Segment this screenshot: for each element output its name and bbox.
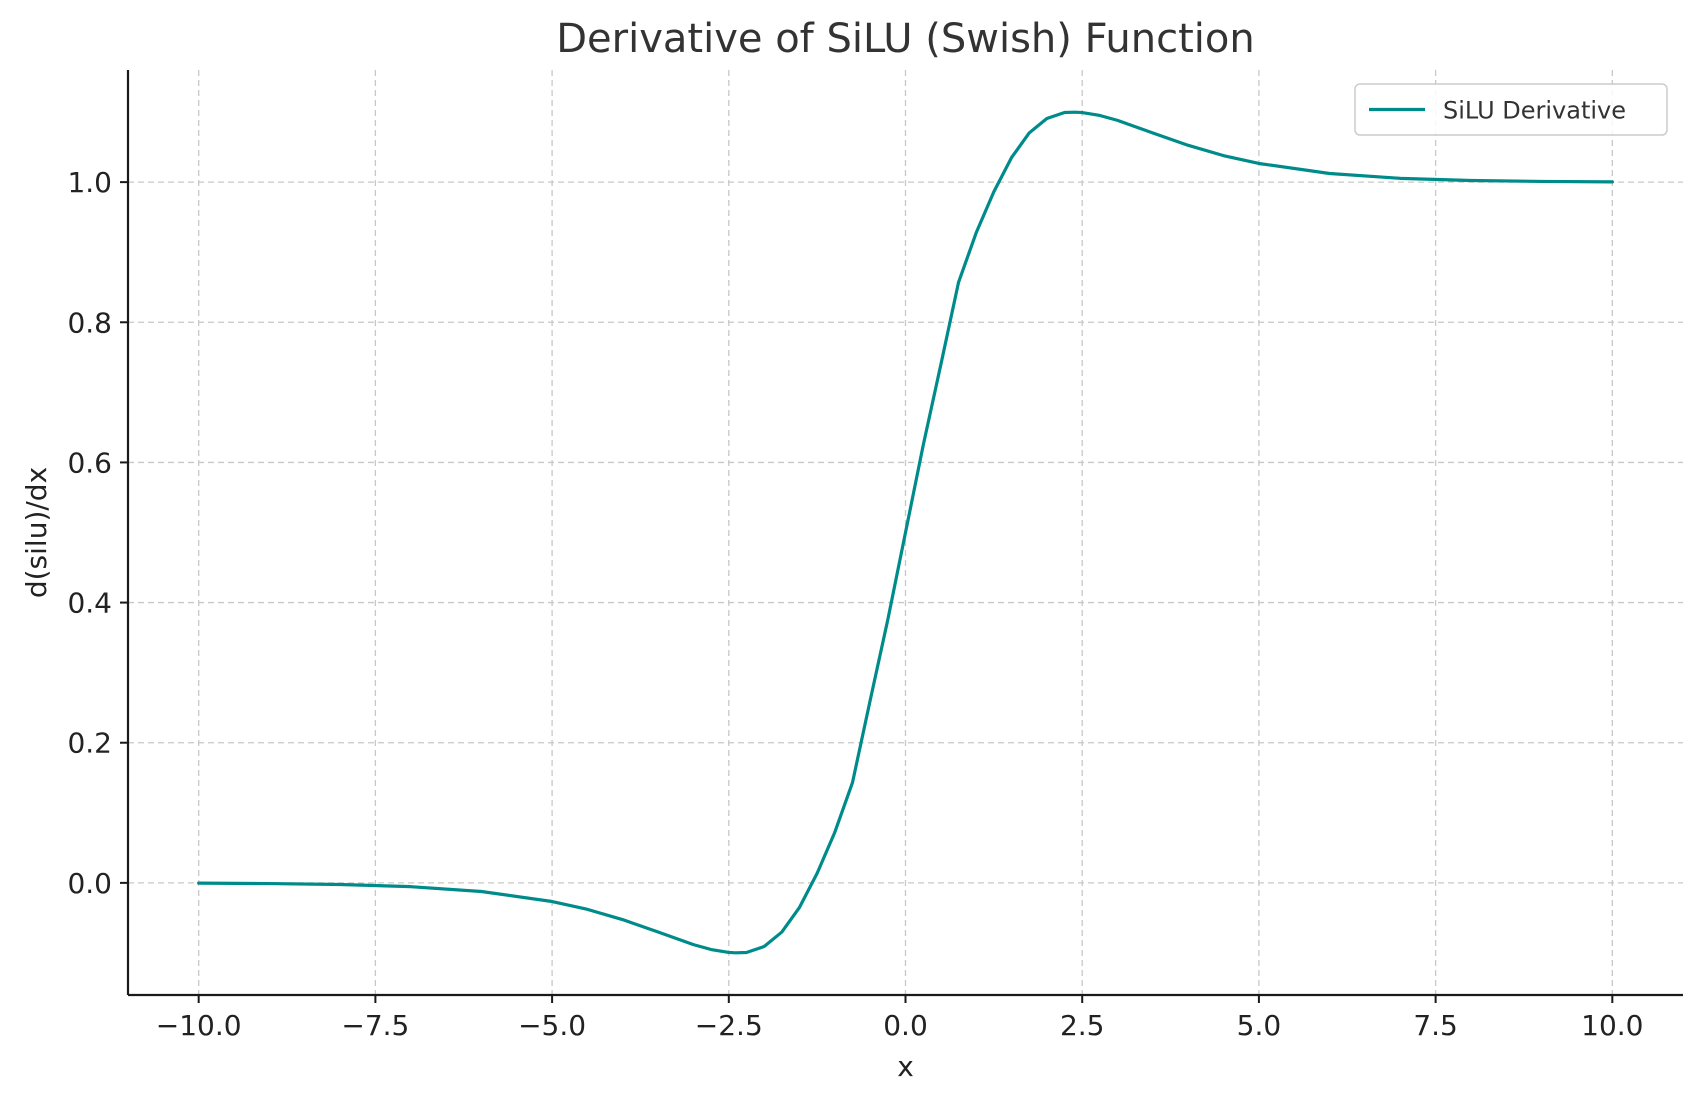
x-tick-label-3: −2.5 (695, 1009, 763, 1042)
series-line-silu-derivative (197, 110, 1614, 955)
y-tick-label-4: 0.8 (67, 306, 112, 339)
y-axis-label: d(silu)/dx (20, 467, 53, 598)
x-tick-label-7: 7.5 (1413, 1009, 1458, 1042)
legend-frame (1354, 83, 1668, 136)
x-tick-label-6: 5.0 (1237, 1009, 1282, 1042)
y-tick-label-1: 0.2 (67, 727, 112, 760)
y-tick-label-3: 0.6 (67, 446, 112, 479)
y-tick-label-0: 0.0 (67, 867, 112, 900)
legend-label-silu-derivative: SiLU Derivative (1443, 97, 1626, 125)
x-tick-label-1: −7.5 (341, 1009, 409, 1042)
x-tick-label-4: 0.0 (883, 1009, 928, 1042)
x-axis-label: x (897, 1050, 914, 1083)
chart-title: Derivative of SiLU (Swish) Function (556, 16, 1254, 62)
x-axis-ticks: −10.0 −7.5 −5.0 −2.5 0.0 2.5 5.0 7.5 10.0 (156, 995, 1643, 1042)
x-tick-label-5: 2.5 (1060, 1009, 1105, 1042)
x-tick-label-0: −10.0 (156, 1009, 242, 1042)
legend: SiLU Derivative (1354, 83, 1668, 136)
y-axis-ticks: 0.0 0.2 0.4 0.6 0.8 1.0 (67, 166, 128, 900)
x-tick-label-8: 10.0 (1581, 1009, 1643, 1042)
y-tick-label-2: 0.4 (67, 587, 112, 620)
y-tick-label-5: 1.0 (67, 166, 112, 199)
x-tick-label-2: −5.0 (518, 1009, 586, 1042)
